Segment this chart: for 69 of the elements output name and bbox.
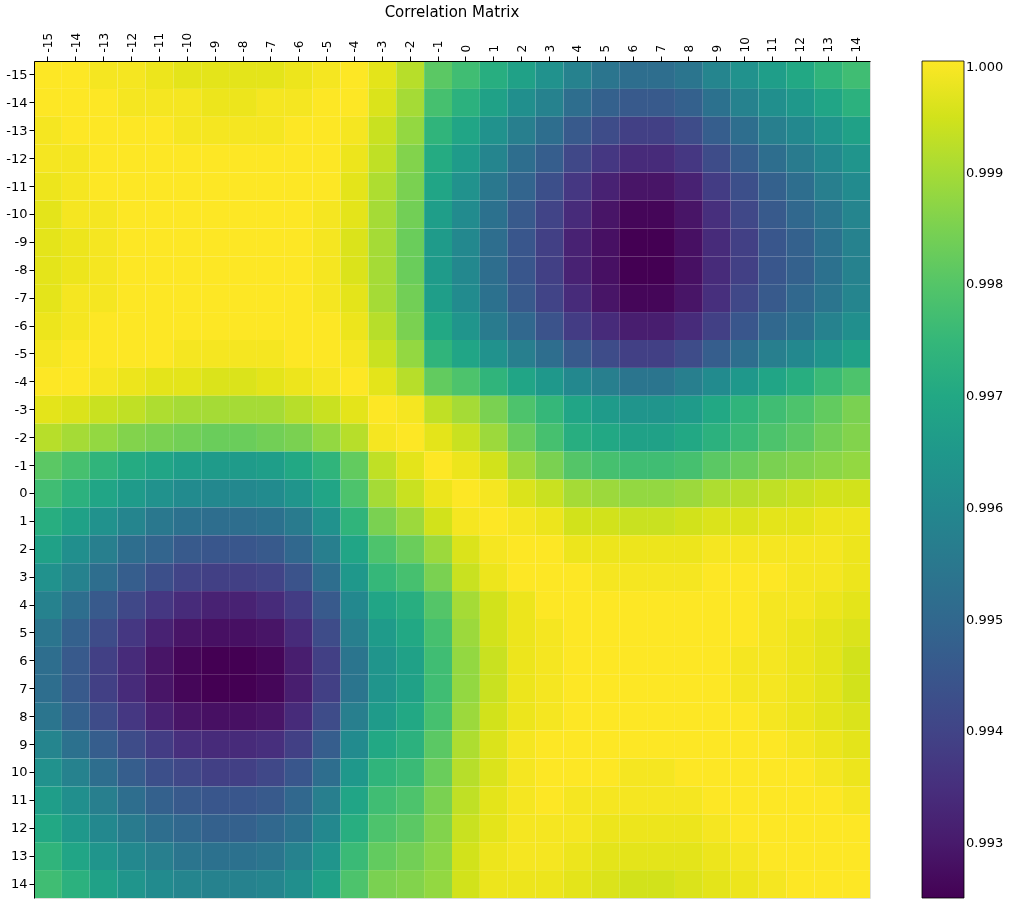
x-tick-label: 11 — [765, 37, 780, 53]
y-tick-label: 5 — [19, 624, 28, 640]
x-tick-label: 9 — [709, 44, 724, 53]
x-tick-label: -13 — [96, 32, 111, 53]
x-tick-label: -10 — [180, 32, 195, 53]
x-tick-label: 0 — [458, 44, 473, 53]
y-tick-label: 9 — [19, 736, 28, 752]
color-bar-label: 0.999 — [966, 164, 1004, 180]
color-bar-label: 0.996 — [966, 500, 1004, 515]
y-tick-label: 0 — [19, 485, 28, 501]
x-tick-label: 8 — [681, 44, 696, 53]
y-tick-label: 2 — [19, 541, 28, 557]
y-tick-label: -8 — [14, 262, 28, 278]
x-tick-label: 14 — [849, 37, 864, 53]
x-tick-label: -9 — [208, 40, 223, 53]
x-tick-label: 13 — [821, 37, 836, 53]
chart-title: Correlation Matrix — [384, 3, 520, 22]
color-bar-label: 0.994 — [966, 723, 1004, 739]
y-tick-label: 4 — [19, 597, 28, 613]
x-tick-label: 7 — [654, 44, 668, 53]
y-tick-label: -14 — [6, 94, 28, 110]
y-tick-label: 1 — [19, 513, 28, 529]
y-tick-label: 11 — [10, 792, 28, 808]
y-tick-label: -11 — [6, 178, 28, 194]
y-tick-label: 12 — [10, 820, 28, 836]
x-tick-label: -6 — [291, 40, 306, 53]
x-tick-label: -5 — [319, 40, 334, 53]
y-tick-label: -4 — [14, 373, 28, 389]
color-bar-label: 0.993 — [966, 835, 1004, 851]
y-tick-label: -1 — [14, 457, 28, 473]
x-tick-label: -4 — [347, 40, 362, 53]
y-tick-label: -13 — [6, 122, 28, 138]
x-tick-label: 10 — [737, 37, 752, 53]
x-tick-label: -2 — [403, 40, 418, 53]
y-tick-label: 7 — [19, 680, 28, 696]
x-tick-label: 1 — [486, 44, 501, 53]
color-bar-label: 0.997 — [966, 388, 1004, 404]
y-tick-label: 3 — [19, 569, 28, 585]
x-tick-label: 12 — [793, 37, 808, 53]
x-tick-label: 4 — [570, 44, 585, 53]
y-tick-label: -12 — [6, 150, 28, 166]
y-tick-label: -5 — [14, 345, 28, 361]
x-tick-label: -3 — [375, 40, 390, 53]
x-tick-label: -1 — [431, 40, 446, 53]
x-tick-label: -7 — [263, 40, 278, 53]
y-tick-label: -3 — [14, 401, 28, 417]
x-tick-label: -11 — [152, 32, 167, 53]
color-bar-label: 0.998 — [966, 276, 1004, 292]
y-tick-label: -6 — [14, 318, 28, 334]
y-tick-label: 10 — [10, 764, 28, 780]
x-tick-label: 5 — [598, 44, 613, 53]
x-tick-label: 6 — [626, 44, 641, 53]
x-tick-label: -14 — [68, 32, 83, 53]
y-tick-label: -9 — [14, 234, 28, 250]
color-bar-label: 1.000 — [966, 59, 1004, 74]
color-bar-label: 0.995 — [966, 611, 1004, 627]
y-tick-label: -7 — [14, 290, 28, 306]
x-tick-label: 3 — [542, 44, 557, 53]
y-tick-label: 6 — [19, 652, 28, 668]
x-tick-label: -8 — [236, 40, 250, 53]
y-tick-label: 13 — [10, 848, 28, 864]
y-tick-label: 8 — [19, 708, 28, 724]
y-tick-label: -10 — [6, 206, 28, 222]
y-tick-label: -15 — [6, 66, 28, 82]
x-tick-label: 2 — [514, 44, 529, 53]
y-tick-label: 14 — [10, 876, 28, 892]
y-tick-label: -2 — [14, 429, 28, 445]
x-tick-label: -15 — [40, 32, 55, 53]
x-tick-label: -12 — [124, 32, 139, 53]
